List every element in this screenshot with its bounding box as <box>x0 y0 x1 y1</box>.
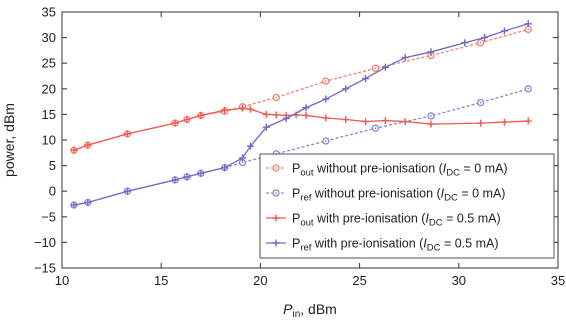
data-point <box>123 130 131 138</box>
legend-label: Pref with pre-ionisation (IDC = 0.5 mA) <box>292 237 499 254</box>
legend-entry: Pout without pre-ionisation (IDC = 0 mA) <box>266 162 508 179</box>
x-tick-label: 30 <box>452 273 466 288</box>
series-line <box>73 23 529 206</box>
data-point <box>70 201 78 209</box>
y-tick-label: 20 <box>42 81 56 96</box>
legend-label: Pref without pre-ionisation (IDC = 0 mA) <box>292 187 505 204</box>
data-point <box>239 104 247 112</box>
data-point <box>84 198 92 206</box>
x-tick-label: 20 <box>253 273 267 288</box>
x-tick-label: 15 <box>154 273 168 288</box>
data-point <box>401 118 409 126</box>
data-point <box>381 117 389 125</box>
data-point-center <box>479 101 482 104</box>
data-point <box>461 39 469 47</box>
data-point <box>171 119 179 127</box>
data-point-center <box>527 87 530 90</box>
data-point <box>197 169 205 177</box>
data-point-center <box>374 127 377 130</box>
data-point <box>381 63 389 71</box>
y-tick-label: 15 <box>42 107 56 122</box>
data-point <box>481 34 489 42</box>
data-point <box>171 176 179 184</box>
y-tick-label: 25 <box>42 56 56 71</box>
legend-marker <box>272 214 280 222</box>
x-tick-label: 10 <box>55 273 69 288</box>
series-3 <box>70 104 532 154</box>
data-point-center <box>275 96 278 99</box>
data-point <box>427 48 435 56</box>
data-point <box>302 104 310 112</box>
x-tick-label: 35 <box>551 273 565 288</box>
plot-area <box>70 20 532 209</box>
series-4 <box>70 20 532 209</box>
data-point <box>302 111 310 119</box>
data-point-center <box>374 67 377 70</box>
legend-label: Pout with pre-ionisation (IDC = 0.5 mA) <box>292 212 501 229</box>
y-tick-label: 30 <box>42 30 56 45</box>
data-point <box>362 118 370 126</box>
y-tick-label: 35 <box>42 5 56 20</box>
data-point <box>322 95 330 103</box>
y-tick-label: −15 <box>34 261 56 276</box>
data-point-center <box>479 41 482 44</box>
data-point <box>246 142 254 150</box>
data-point <box>262 123 270 131</box>
data-point <box>272 111 280 119</box>
data-point-center <box>324 80 327 83</box>
data-point <box>524 117 532 125</box>
x-axis-title-sub: in <box>292 309 300 320</box>
data-point <box>282 114 290 122</box>
data-point-center <box>527 28 530 31</box>
legend: Pout without pre-ionisation (IDC = 0 mA)… <box>259 153 555 259</box>
y-tick-label: −5 <box>41 209 56 224</box>
data-point <box>183 116 191 124</box>
data-point <box>401 54 409 62</box>
data-point <box>362 75 370 83</box>
y-tick-label: 10 <box>42 133 56 148</box>
legend-box <box>259 153 555 259</box>
legend-entry: Pref without pre-ionisation (IDC = 0 mA) <box>266 187 505 204</box>
legend-marker-center <box>275 192 277 194</box>
data-point-center <box>430 115 432 117</box>
data-point <box>500 118 508 126</box>
data-point <box>342 85 350 93</box>
y-axis-title: power, dBm <box>1 103 17 177</box>
data-point <box>70 146 78 154</box>
legend-marker-center <box>275 167 277 169</box>
legend-entry: Pref with pre-ionisation (IDC = 0.5 mA) <box>266 237 499 254</box>
data-point <box>123 187 131 195</box>
x-tick-label: 25 <box>352 273 366 288</box>
series-line <box>73 107 529 151</box>
legend-marker <box>272 239 280 247</box>
data-point <box>197 111 205 119</box>
data-point <box>84 141 92 149</box>
data-point-center <box>241 161 244 164</box>
data-point <box>262 110 270 118</box>
axes: 10 15 20 25 30 35 −15 −10 −5 0 5 10 15 20 25 30 35 <box>34 5 565 289</box>
data-point <box>427 120 435 128</box>
data-point <box>221 164 229 172</box>
data-point <box>322 114 330 122</box>
data-point <box>342 116 350 124</box>
data-point <box>183 173 191 181</box>
series-line <box>73 28 529 151</box>
legend-label: Pout without pre-ionisation (IDC = 0 mA) <box>292 162 508 179</box>
data-point <box>239 154 247 162</box>
data-point <box>246 105 254 113</box>
legend-entry: Pout with pre-ionisation (IDC = 0.5 mA) <box>266 212 501 229</box>
y-tick-label: −10 <box>34 235 56 250</box>
data-point <box>524 20 532 28</box>
x-axis-title-rest: , dBm <box>300 301 337 317</box>
x-axis-title: Pin, dBm <box>283 301 337 320</box>
data-point <box>477 119 485 127</box>
data-point <box>221 106 229 114</box>
series-1 <box>70 25 532 154</box>
y-tick-label: 0 <box>49 184 56 199</box>
data-point-center <box>324 140 327 142</box>
y-tick-label: 5 <box>49 158 56 173</box>
x-axis-title-main: P <box>283 301 293 317</box>
data-point <box>500 27 508 35</box>
